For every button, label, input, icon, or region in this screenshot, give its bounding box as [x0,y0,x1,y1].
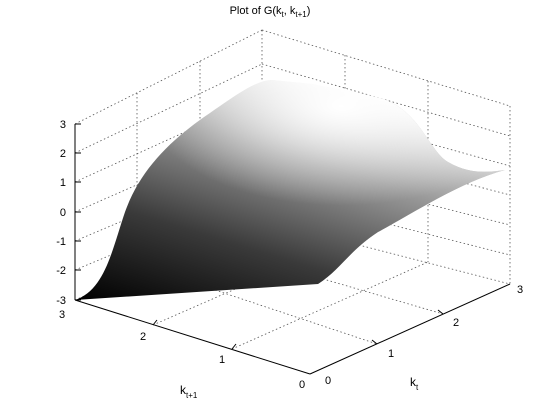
tick-marks [75,123,444,350]
z-tick-labels: 3 2 1 0 -1 -2 -3 [56,119,66,307]
z-tick-label: 1 [60,177,66,189]
y-tick-label: 3 [59,309,65,321]
y-axis-line [74,299,311,375]
x-tick-label: 0 [325,375,331,387]
chart-title: Plot of G(kt, kt+1) [230,5,311,19]
z-tick-label: -2 [56,265,66,277]
y-axis-label: kt+1 [180,383,198,400]
z-tick-label: 3 [60,119,66,131]
z-tick-label: 0 [60,207,66,219]
x-tick-label: 3 [517,284,523,296]
x-axis-label: kt [410,375,419,392]
z-tick-label: 2 [60,148,66,160]
y-tick-label: 2 [140,331,146,343]
x-axis-line [309,283,511,375]
y-tick-label: 1 [219,354,225,366]
x-tick-labels: 0 1 2 3 [325,284,523,387]
z-tick-label: -1 [56,236,66,248]
y-tick-label: 0 [299,379,305,391]
x-tick-label: 2 [453,317,459,329]
surface-highlight-area [75,80,505,300]
z-tick-label: -3 [56,295,66,307]
y-tick-labels: 3 2 1 0 [59,309,305,391]
x-tick-label: 1 [388,348,394,360]
surface-mesh [75,80,505,300]
